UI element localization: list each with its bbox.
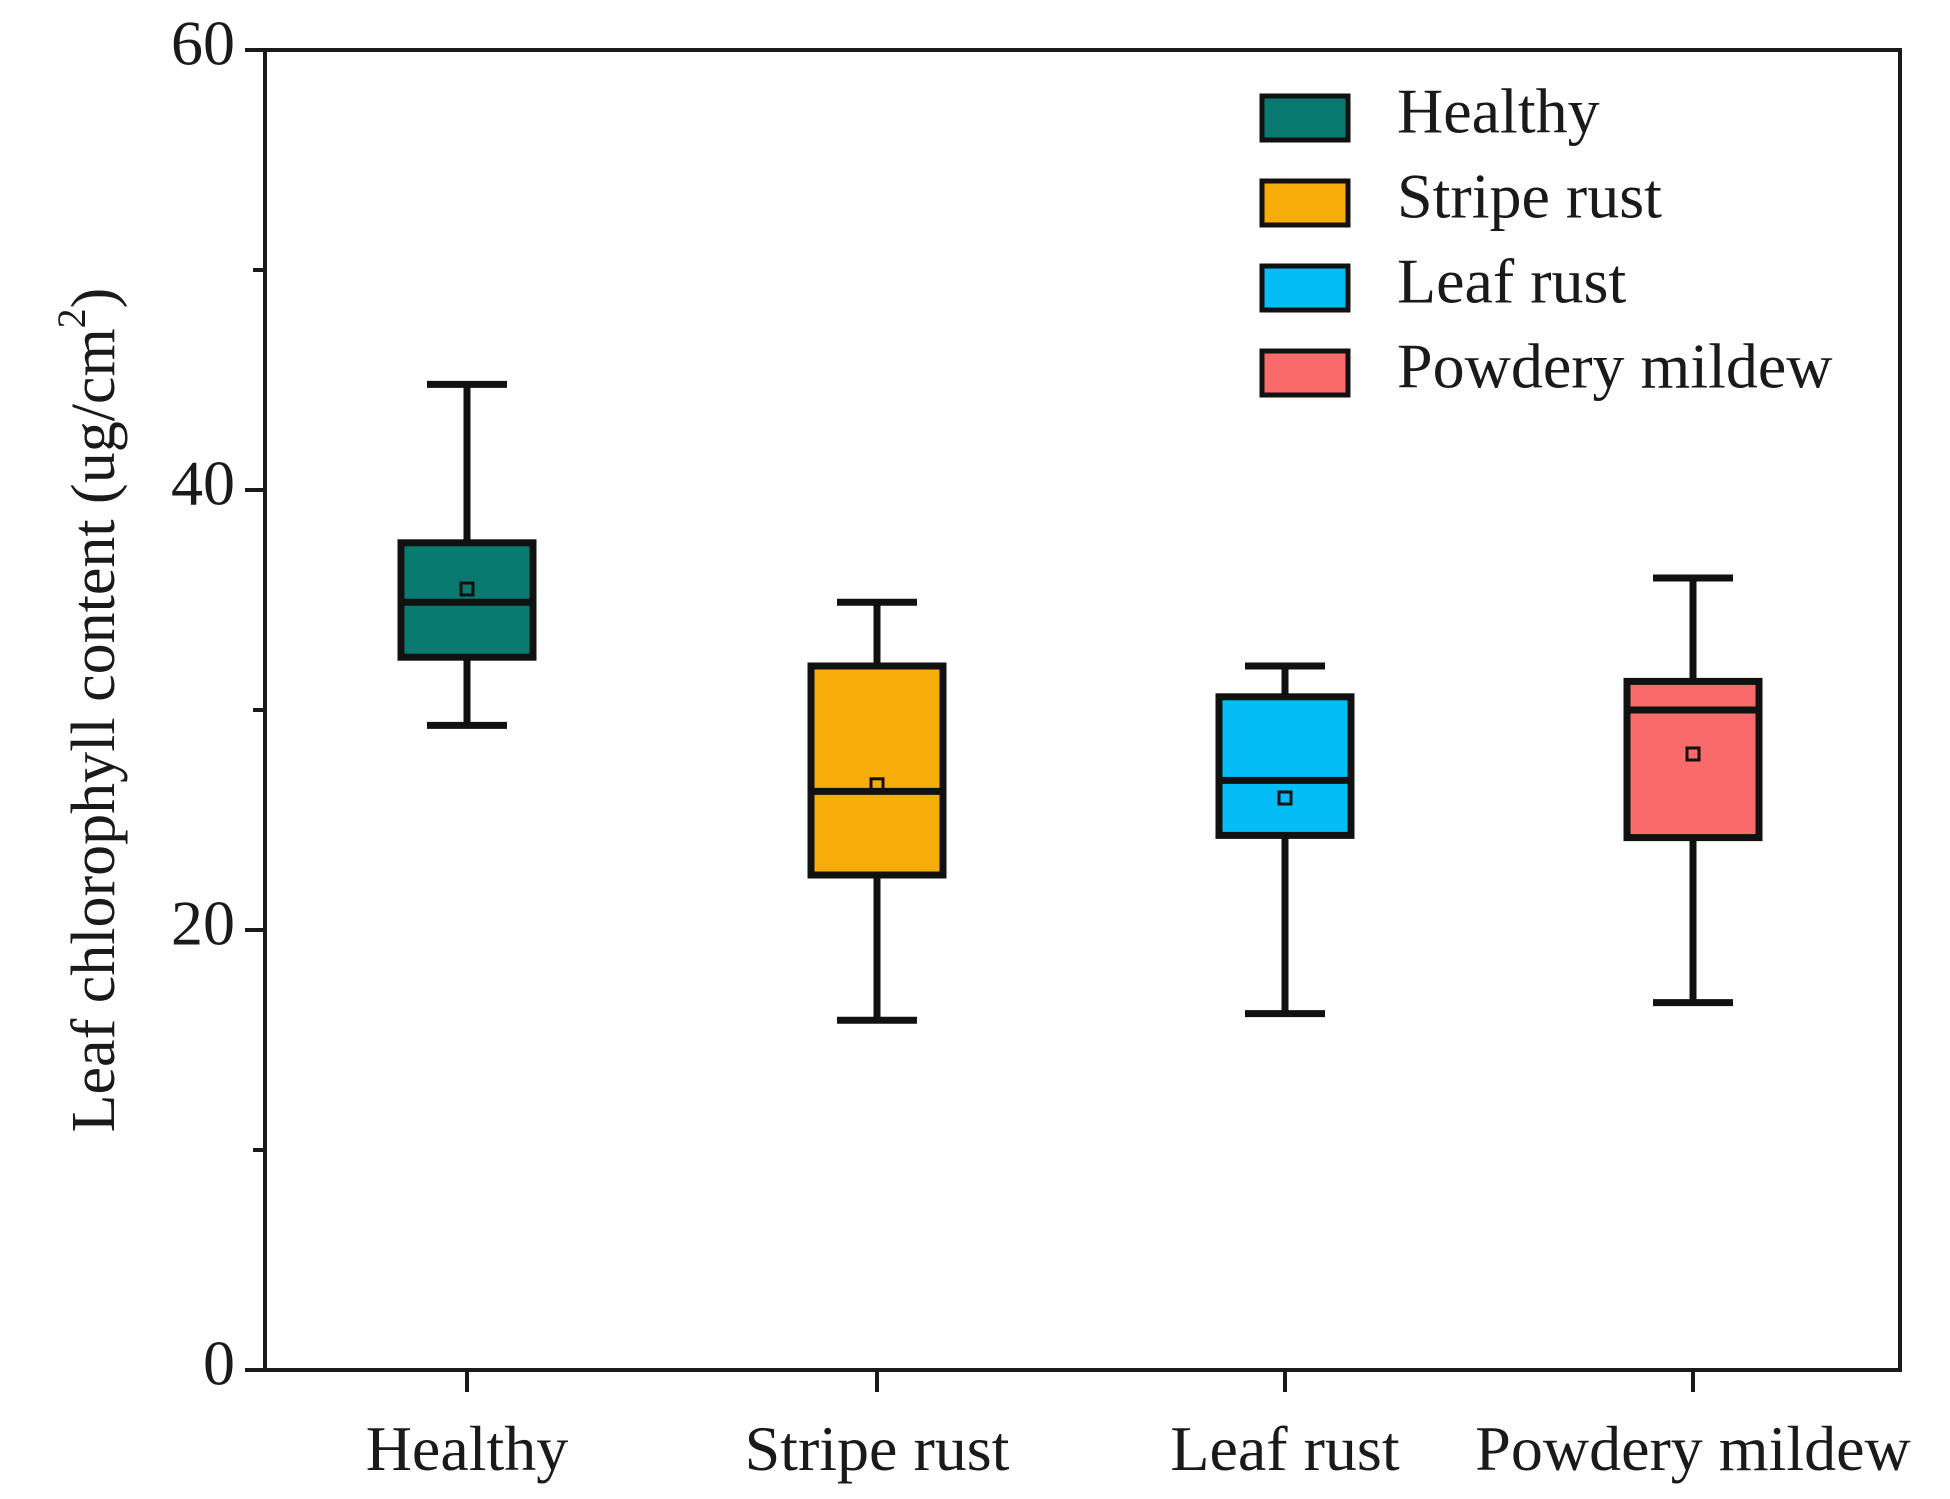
- y-axis-label: Leaf chlorophyll content (ug/cm2): [49, 288, 128, 1133]
- y-tick-label: 20: [171, 888, 235, 959]
- legend: Healthy Stripe rust Leaf rust Powdery milde…: [1259, 76, 1833, 402]
- box-powdery-mildew: [1623, 574, 1763, 1007]
- mean-marker: [459, 581, 475, 597]
- legend-swatch: [1259, 348, 1351, 398]
- box-leaf-rust: [1215, 662, 1355, 1018]
- box-stripe-rust: [807, 598, 947, 1024]
- mean-marker: [869, 777, 885, 793]
- legend-swatch: [1259, 93, 1351, 143]
- y-tick-label: 0: [203, 1328, 235, 1399]
- x-tick-label: Leaf rust: [1170, 1413, 1399, 1484]
- legend-swatch: [1259, 263, 1351, 313]
- mean-marker: [1277, 790, 1293, 806]
- legend-label: Leaf rust: [1397, 246, 1626, 317]
- legend-swatch: [1259, 178, 1351, 228]
- y-tick-label: 60: [171, 8, 235, 79]
- y-axis-label-superscript: 2: [49, 308, 94, 328]
- mean-marker: [1685, 746, 1701, 762]
- x-tick-label: Stripe rust: [745, 1413, 1010, 1484]
- legend-label: Powdery mildew: [1397, 331, 1833, 402]
- box-iqr: [1215, 693, 1355, 839]
- box-iqr: [807, 662, 947, 879]
- x-tick-label: Healthy: [366, 1413, 569, 1484]
- box-healthy: [397, 380, 537, 729]
- x-axis: Healthy Stripe rust Leaf rust Powdery milde…: [366, 1370, 1911, 1484]
- x-tick-label: Powdery mildew: [1475, 1413, 1911, 1484]
- legend-label: Stripe rust: [1397, 161, 1662, 232]
- legend-label: Healthy: [1397, 76, 1600, 147]
- y-axis: 0 20 40 60: [171, 8, 265, 1399]
- box-plots: [397, 380, 1763, 1024]
- y-tick-label: 40: [171, 448, 235, 519]
